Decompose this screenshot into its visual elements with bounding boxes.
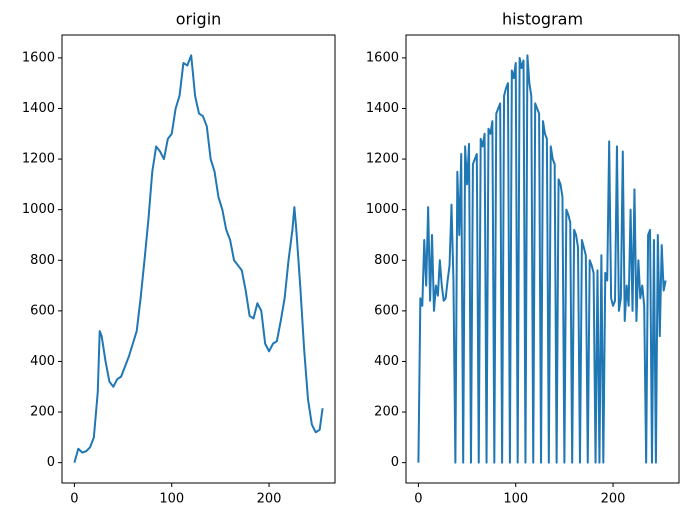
axes-frame bbox=[61, 34, 336, 484]
x-tick-label: 200 bbox=[601, 492, 626, 507]
y-tick-label: 600 bbox=[30, 303, 55, 318]
y-tick-label: 200 bbox=[374, 405, 399, 420]
data-line bbox=[73, 54, 324, 463]
y-tick-label: 1400 bbox=[22, 101, 55, 116]
y-tick-label: 1200 bbox=[366, 152, 399, 167]
y-tick-label: 200 bbox=[30, 405, 55, 420]
chart-title: histogram bbox=[502, 10, 583, 29]
axes-frame bbox=[405, 34, 680, 484]
x-tick-label: 100 bbox=[159, 492, 184, 507]
y-tick-label: 600 bbox=[374, 303, 399, 318]
y-tick-label: 1400 bbox=[366, 101, 399, 116]
y-tick-label: 1600 bbox=[22, 50, 55, 65]
y-tick-label: 0 bbox=[391, 455, 399, 470]
y-tick-label: 1600 bbox=[366, 50, 399, 65]
y-tick-label: 800 bbox=[374, 253, 399, 268]
data-line bbox=[417, 54, 667, 464]
chart-title: origin bbox=[176, 10, 222, 29]
x-tick-label: 200 bbox=[257, 492, 282, 507]
x-tick-label: 100 bbox=[503, 492, 528, 507]
y-tick-label: 400 bbox=[374, 354, 399, 369]
y-tick-label: 0 bbox=[47, 455, 55, 470]
y-tick-label: 1000 bbox=[366, 202, 399, 217]
y-tick-label: 1200 bbox=[22, 152, 55, 167]
x-tick-label: 0 bbox=[70, 492, 78, 507]
y-tick-label: 1000 bbox=[22, 202, 55, 217]
x-tick-label: 0 bbox=[414, 492, 422, 507]
y-tick-label: 400 bbox=[30, 354, 55, 369]
y-tick-label: 800 bbox=[30, 253, 55, 268]
